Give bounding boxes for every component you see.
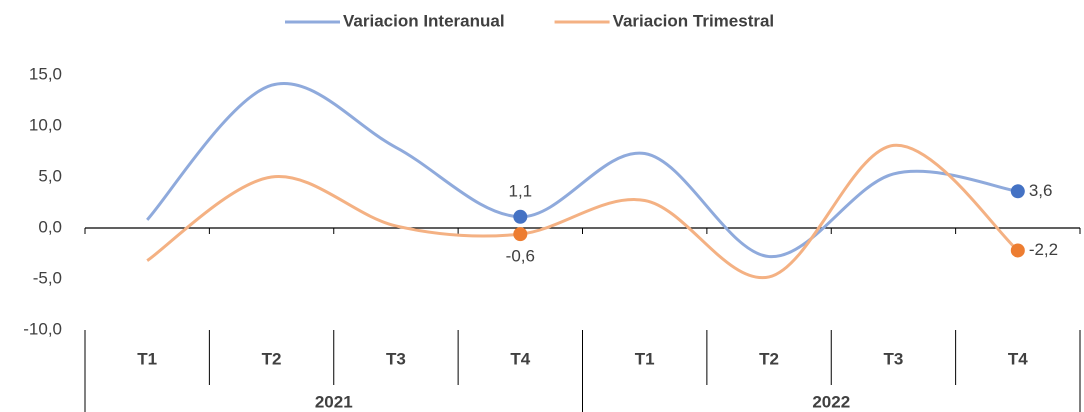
group-label: 2021 (315, 392, 353, 411)
x-tick-label: T1 (635, 349, 655, 368)
y-tick-label: 10,0 (29, 115, 62, 134)
data-label: 1,1 (508, 181, 532, 200)
point-marker (1010, 243, 1025, 258)
y-tick-label: -5,0 (33, 268, 62, 287)
legend-label: Variacion Interanual (343, 11, 505, 30)
y-tick-label: 5,0 (38, 166, 62, 185)
x-tick-label: T4 (510, 349, 530, 368)
y-tick-label: 0,0 (38, 217, 62, 236)
point-marker (513, 209, 528, 224)
point-marker (513, 227, 528, 242)
data-label: -2,2 (1029, 240, 1058, 259)
x-tick-label: T3 (884, 349, 904, 368)
y-tick-label: -10,0 (23, 319, 62, 338)
series-line (146, 143, 1019, 280)
x-tick-label: T1 (137, 349, 157, 368)
x-tick-label: T2 (262, 349, 282, 368)
legend-label: Variacion Trimestral (613, 11, 775, 30)
x-tick-label: T2 (759, 349, 779, 368)
data-label: 3,6 (1029, 181, 1053, 200)
x-tick-label: T3 (386, 349, 406, 368)
y-tick-label: 15,0 (29, 64, 62, 83)
series-line (146, 82, 1019, 259)
point-marker (1010, 184, 1025, 199)
group-label: 2022 (812, 392, 850, 411)
data-label: -0,6 (506, 247, 535, 266)
x-tick-label: T4 (1008, 349, 1028, 368)
